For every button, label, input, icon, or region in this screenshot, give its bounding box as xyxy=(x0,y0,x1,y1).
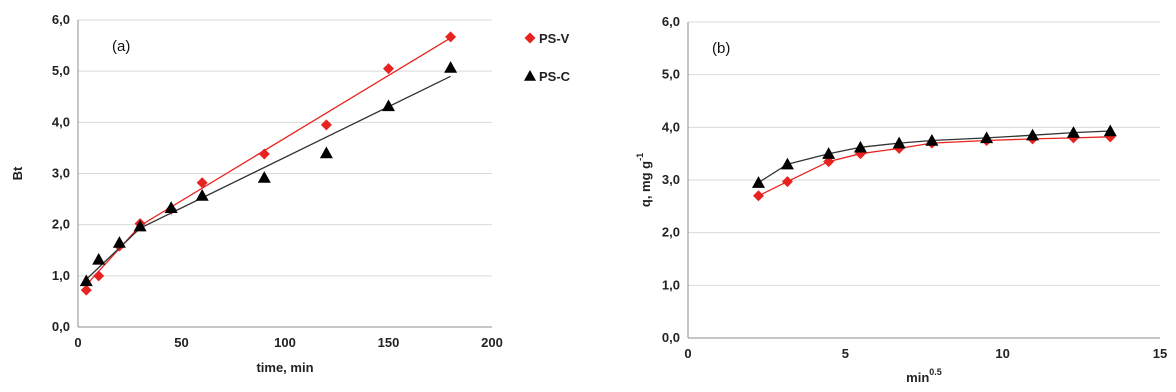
data-point-ps-c-b-5 xyxy=(925,134,939,146)
data-point-ps-c-b-0 xyxy=(751,176,765,188)
panel-label-a: (a) xyxy=(112,38,130,55)
data-point-ps-c-a-6 xyxy=(257,171,271,183)
data-point-ps-v-a-7 xyxy=(320,119,332,131)
x-tick-label-a-2: 100 xyxy=(274,335,296,350)
data-point-ps-v-a-5 xyxy=(196,177,208,189)
y-tick-label-b-4: 4,0 xyxy=(662,119,680,134)
data-point-ps-c-a-1 xyxy=(92,252,106,265)
legend: PS-V PS-C xyxy=(524,31,571,84)
chart-panel-a: 0,0 1,0 2,0 3,0 4,0 5,0 6,0 0 50 100 150 200 time, m… xyxy=(10,12,503,375)
data-point-ps-c-b-6 xyxy=(980,131,994,144)
data-point-ps-v-a-0 xyxy=(80,284,92,296)
fit-line-ps-c-a xyxy=(85,75,451,280)
data-point-ps-c-a-0 xyxy=(79,274,93,287)
data-point-ps-v-a-8 xyxy=(383,63,394,75)
y-tick-label-b-0: 0,0 xyxy=(662,330,680,345)
x-axis-title-a: time, min xyxy=(256,360,313,375)
data-point-ps-c-b-8 xyxy=(1066,126,1080,138)
data-point-ps-c-b-9 xyxy=(1103,124,1117,137)
x-tick-label-b-3: 15 xyxy=(1153,346,1167,361)
data-point-ps-v-a-9 xyxy=(445,31,457,43)
data-point-ps-v-b-1 xyxy=(781,176,793,188)
fit-line-ps-v-a xyxy=(85,37,451,286)
x-axis-title-b: min0.5 xyxy=(906,367,942,385)
data-point-ps-c-a-9 xyxy=(444,61,458,73)
x-tick-label-a-4: 200 xyxy=(481,335,503,350)
data-point-ps-c-b-4 xyxy=(892,136,906,149)
data-point-ps-c-b-3 xyxy=(853,140,867,153)
panel-label-b: (b) xyxy=(712,40,730,57)
data-point-ps-c-b-1 xyxy=(780,157,794,170)
y-axis-title-sup-b: -1 xyxy=(635,153,645,161)
data-point-ps-c-a-8 xyxy=(382,99,395,112)
data-point-ps-v-b-0 xyxy=(752,190,764,202)
y-tick-label-b-5: 5,0 xyxy=(662,67,680,82)
x-axis-title-sup-b: 0.5 xyxy=(929,367,942,377)
y-tick-label-b-2: 2,0 xyxy=(662,225,680,240)
legend-label-ps-v: PS-V xyxy=(539,31,570,46)
y-axis-title-a: Bt xyxy=(10,166,25,180)
y-tick-label-b-1: 1,0 xyxy=(662,277,680,292)
y-tick-label-a-3: 3,0 xyxy=(52,166,70,181)
x-tick-label-a-0: 0 xyxy=(74,335,81,350)
legend-label-ps-c: PS-C xyxy=(539,69,571,84)
legend-marker-ps-c xyxy=(524,70,536,81)
data-point-ps-v-a-1 xyxy=(93,270,105,282)
y-tick-label-a-5: 5,0 xyxy=(52,63,70,78)
data-point-ps-c-a-5 xyxy=(195,189,209,201)
data-point-ps-c-a-2 xyxy=(112,236,126,248)
y-tick-label-b-3: 3,0 xyxy=(662,172,680,187)
x-tick-label-b-0: 0 xyxy=(684,346,691,361)
y-tick-label-a-0: 0,0 xyxy=(52,319,70,334)
x-tick-label-a-1: 50 xyxy=(174,335,188,350)
data-point-ps-c-b-2 xyxy=(822,147,836,159)
y-tick-label-b-6: 6,0 xyxy=(662,14,680,29)
data-point-ps-c-a-7 xyxy=(319,146,333,159)
series-line-ps-c-b xyxy=(758,130,1111,184)
y-tick-label-a-6: 6,0 xyxy=(52,12,70,27)
x-tick-label-a-3: 150 xyxy=(378,335,400,350)
x-tick-label-b-1: 5 xyxy=(842,346,849,361)
y-axis-title-b: q, mg g-1 xyxy=(635,153,653,207)
data-point-ps-c-a-4 xyxy=(164,201,178,213)
chart-panel-b: 0,0 1,0 2,0 3,0 4,0 5,0 6,0 0 5 10 15 min0.5 q, mg g… xyxy=(635,14,1167,385)
y-tick-label-a-1: 1,0 xyxy=(52,268,70,283)
x-tick-label-b-2: 10 xyxy=(995,346,1009,361)
legend-marker-ps-v xyxy=(524,32,536,44)
data-point-ps-c-b-7 xyxy=(1026,128,1040,141)
data-point-ps-v-a-6 xyxy=(258,148,270,160)
series-line-ps-v-b xyxy=(758,136,1111,197)
y-tick-label-a-2: 2,0 xyxy=(52,217,70,232)
y-tick-label-a-4: 4,0 xyxy=(52,114,70,129)
data-point-ps-c-a-3 xyxy=(133,219,147,232)
